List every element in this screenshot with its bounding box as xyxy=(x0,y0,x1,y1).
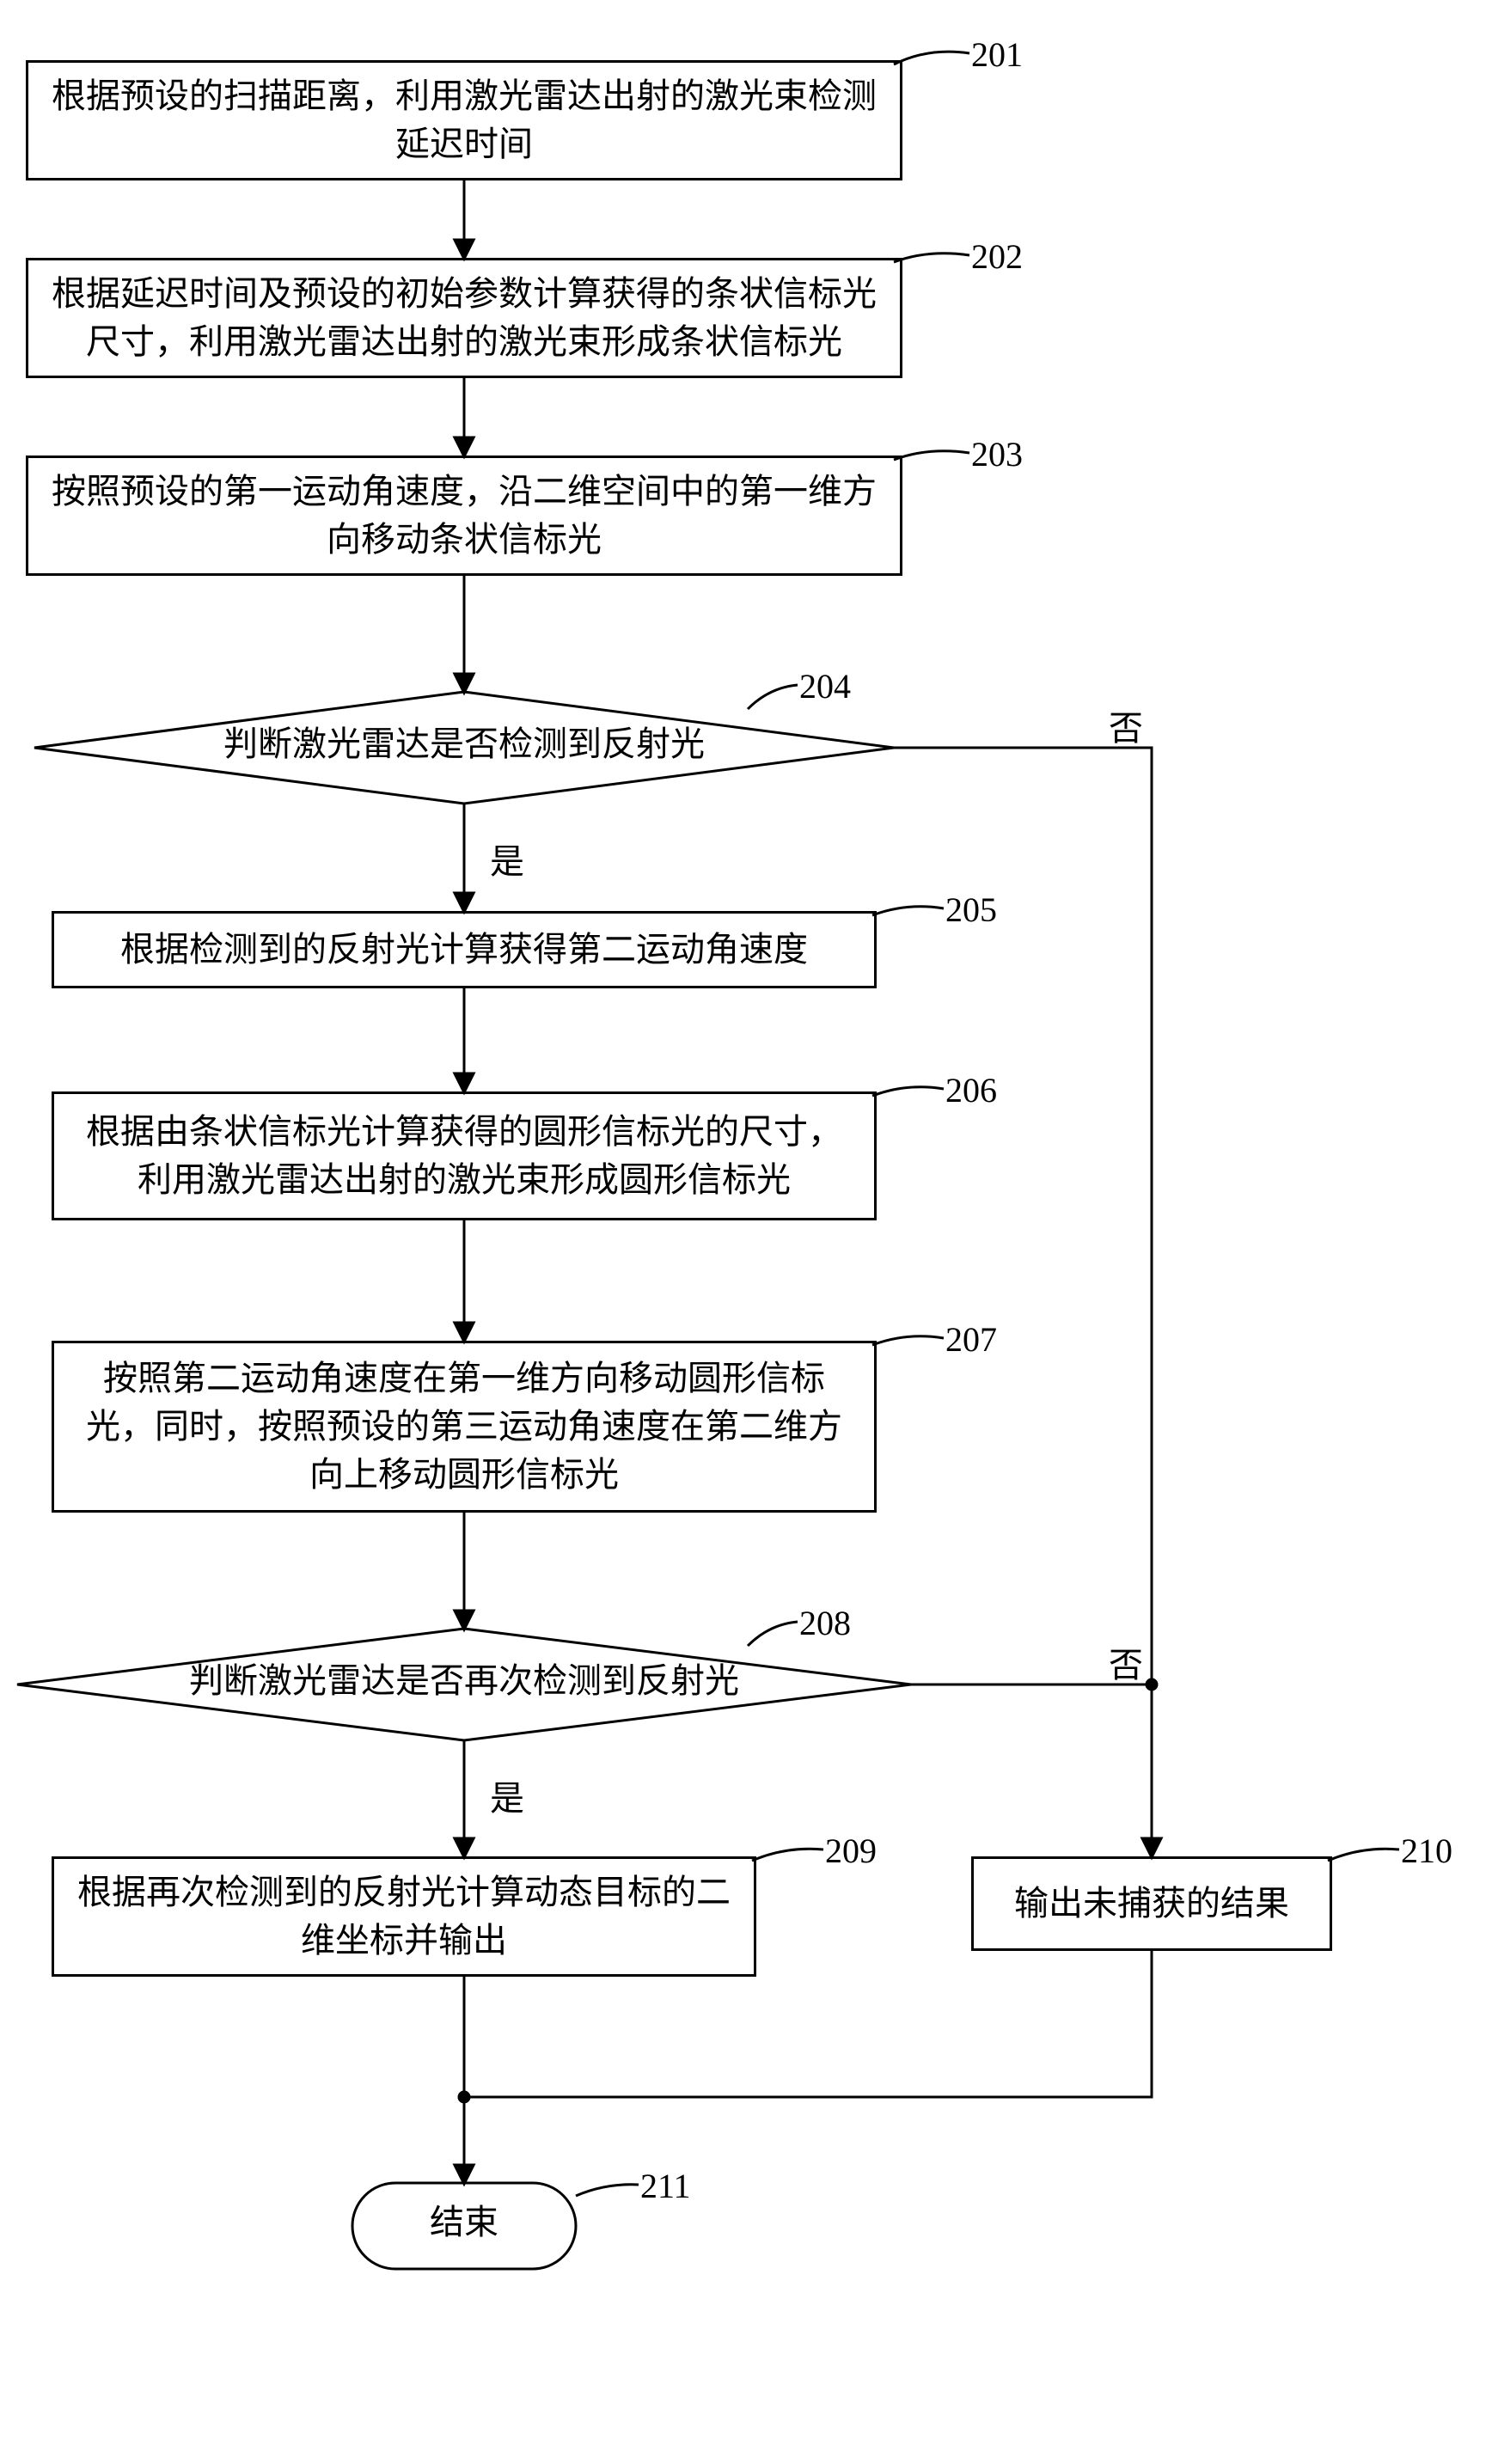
flowchart-canvas: 根据预设的扫描距离，利用激光雷达出射的激光束检测延迟时间 根据延迟时间及预设的初… xyxy=(0,0,1486,2464)
tick-203 xyxy=(894,451,969,460)
node-207: 按照第二运动角速度在第一维方向移动圆形信标光，同时，按照预设的第三运动角速度在第… xyxy=(52,1341,877,1513)
callout-204: 204 xyxy=(799,666,851,706)
tick-204 xyxy=(748,685,798,709)
tick-208 xyxy=(748,1622,798,1646)
tick-205 xyxy=(872,907,944,915)
node-208-shape xyxy=(17,1629,911,1740)
node-203: 按照预设的第一运动角速度，沿二维空间中的第一维方向移动条状信标光 xyxy=(26,456,902,576)
callout-207: 207 xyxy=(945,1319,997,1360)
callout-208: 208 xyxy=(799,1603,851,1643)
node-207-text: 按照第二运动角速度在第一维方向移动圆形信标光，同时，按照预设的第三运动角速度在第… xyxy=(54,1354,874,1499)
edge-204-210 xyxy=(894,748,1152,1856)
edge-label-208-yes: 是 xyxy=(490,1770,524,1820)
node-204-shape xyxy=(34,692,894,804)
callout-202: 202 xyxy=(971,236,1023,277)
node-201-text: 根据预设的扫描距离，利用激光雷达出射的激光束检测延迟时间 xyxy=(28,72,900,168)
callout-209: 209 xyxy=(825,1831,877,1871)
callout-211: 211 xyxy=(640,2166,691,2206)
edge-label-208-no: 否 xyxy=(1109,1637,1143,1687)
node-206-text: 根据由条状信标光计算获得的圆形信标光的尺寸，利用激光雷达出射的激光束形成圆形信标… xyxy=(54,1108,874,1204)
node-202-text: 根据延迟时间及预设的初始参数计算获得的条状信标光尺寸，利用激光雷达出射的激光束形… xyxy=(28,270,900,366)
node-205: 根据检测到的反射光计算获得第二运动角速度 xyxy=(52,911,877,988)
node-205-text: 根据检测到的反射光计算获得第二运动角速度 xyxy=(103,926,825,974)
node-206: 根据由条状信标光计算获得的圆形信标光的尺寸，利用激光雷达出射的激光束形成圆形信标… xyxy=(52,1091,877,1220)
node-210-text: 输出未捕获的结果 xyxy=(997,1880,1306,1928)
tick-211 xyxy=(576,2185,639,2196)
edge-merge-dot xyxy=(459,2092,469,2102)
tick-209 xyxy=(752,1849,823,1861)
callout-206: 206 xyxy=(945,1070,997,1110)
edge-208-join-dot xyxy=(1147,1679,1157,1690)
node-208-text: 判断激光雷达是否再次检测到反射光 xyxy=(189,1661,739,1700)
callout-210: 210 xyxy=(1401,1831,1452,1871)
tick-201 xyxy=(894,52,969,64)
tick-206 xyxy=(872,1087,944,1096)
node-211-text: 结束 xyxy=(430,2203,498,2241)
node-204-text: 判断激光雷达是否检测到反射光 xyxy=(223,725,705,763)
node-209-text: 根据再次检测到的反射光计算动态目标的二维坐标并输出 xyxy=(54,1868,754,1965)
tick-210 xyxy=(1328,1849,1399,1861)
node-203-text: 按照预设的第一运动角速度，沿二维空间中的第一维方向移动条状信标光 xyxy=(28,468,900,564)
node-201: 根据预设的扫描距离，利用激光雷达出射的激光束检测延迟时间 xyxy=(26,60,902,180)
node-211-shape xyxy=(352,2183,576,2269)
edge-label-204-yes: 是 xyxy=(490,834,524,883)
edge-label-204-no: 否 xyxy=(1109,700,1143,750)
callout-203: 203 xyxy=(971,434,1023,474)
tick-202 xyxy=(894,254,969,262)
node-210: 输出未捕获的结果 xyxy=(971,1856,1332,1951)
callout-205: 205 xyxy=(945,890,997,930)
callout-201: 201 xyxy=(971,34,1023,75)
node-202: 根据延迟时间及预设的初始参数计算获得的条状信标光尺寸，利用激光雷达出射的激光束形… xyxy=(26,258,902,378)
node-209: 根据再次检测到的反射光计算动态目标的二维坐标并输出 xyxy=(52,1856,756,1977)
tick-207 xyxy=(872,1336,944,1345)
